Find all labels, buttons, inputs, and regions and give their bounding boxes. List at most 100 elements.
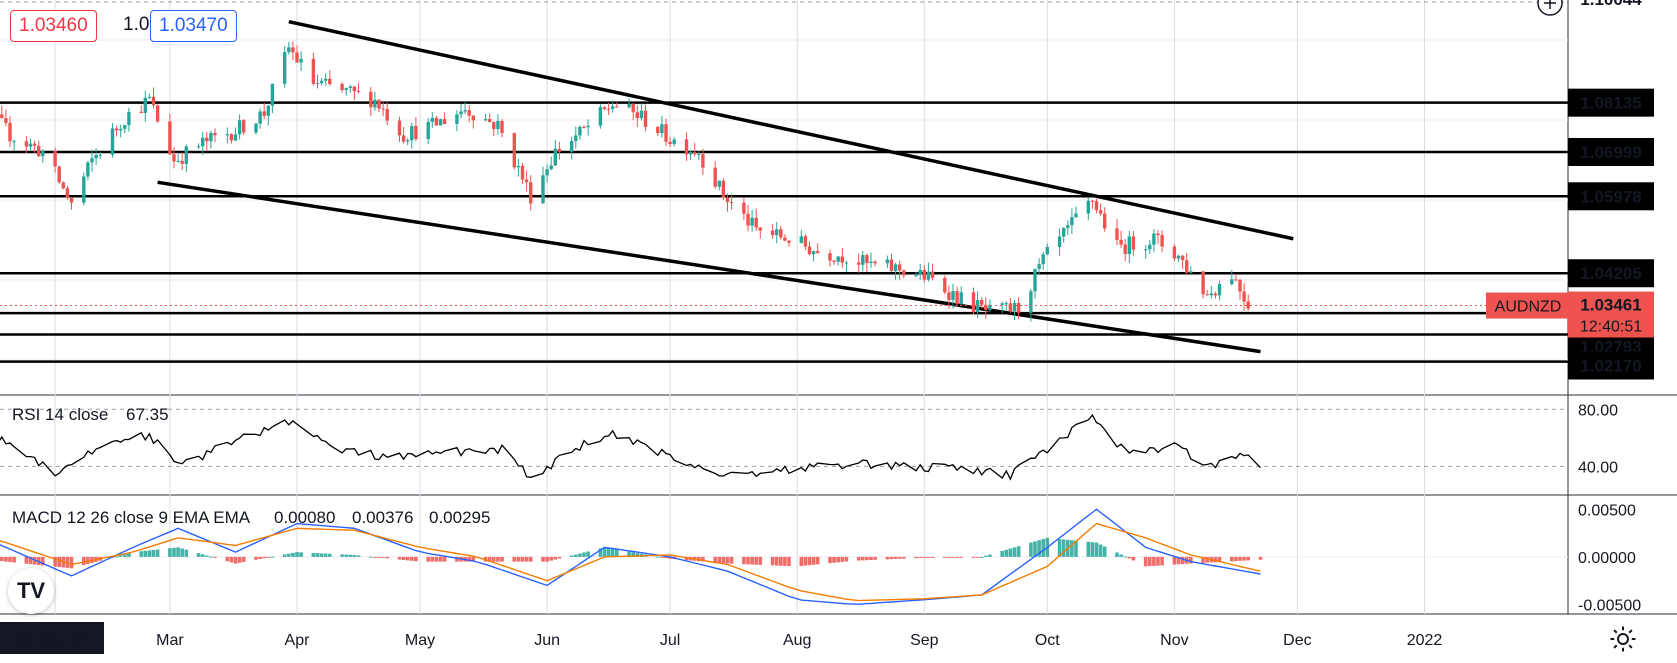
macd-histogram-bar [807,556,812,566]
time-axis-label: Mar [156,632,184,649]
candle-down [602,107,607,109]
bid-price-badge[interactable]: 1.03460 [10,10,97,42]
candle-up [627,103,631,108]
macd-histogram-bar [200,554,205,557]
candle-up [348,86,352,89]
macd-histogram-bar [606,548,611,557]
macd-histogram-bar [471,556,476,562]
candle-up [688,151,693,155]
macd-histogram-bar [811,556,816,565]
level-price-label-bg [1568,182,1654,211]
macd-histogram-bar [574,554,578,557]
candle-up [1189,271,1193,273]
candle-down [205,137,209,142]
candle-down [787,240,791,243]
trendline[interactable] [157,180,1261,354]
macd-histogram-bar [922,556,927,558]
macd-histogram-bar [241,556,246,563]
macd-histogram-bar [836,556,840,563]
macd-histogram-bar [897,556,902,559]
macd-histogram-bar [1074,540,1078,557]
candle-up [1176,255,1181,259]
candle-down [807,246,812,255]
candle-down [721,180,726,198]
candle-up [299,58,303,63]
candle-down [1160,235,1164,247]
candle-down [488,119,492,123]
candle-down [1201,271,1205,295]
macd-histogram-bar [635,553,640,557]
macd-histogram-bar [229,556,234,563]
gear-icon[interactable] [1608,624,1638,654]
macd-histogram-bar [586,551,590,557]
macd-histogram-bar [1098,544,1103,557]
macd-histogram-bar [926,556,931,558]
plus-sign [1544,0,1556,9]
candle-up [410,126,414,141]
time-axis-label: 2022 [1407,632,1443,649]
macd-histogram-bar [885,556,890,560]
time-axis-label: Nov [1160,632,1188,649]
candle-up [406,140,410,142]
macd-histogram-bar [258,556,262,559]
macd-histogram-bar [742,556,746,565]
macd-histogram-bar [385,556,389,559]
macd-histogram-bar [861,556,865,561]
macd-histogram-bar [1061,539,1066,557]
candle-down [898,264,902,271]
candle-up [209,133,213,142]
macd-histogram-bar [627,551,631,557]
macd-histogram-bar [1180,556,1185,565]
candle-up [98,154,102,156]
candle-down [69,197,74,203]
macd-histogram-bar [512,556,517,562]
candle-up [844,262,849,264]
macd-histogram-bar [32,556,37,565]
macd-histogram-bar [340,554,344,557]
candle-down [61,182,65,189]
candle-down [434,117,439,126]
candle-up [750,217,754,226]
macd-histogram-bar [0,556,4,562]
level-price-label-bg [1568,351,1654,380]
candle-up [496,120,500,130]
candle-up [717,180,721,187]
trendline[interactable] [288,19,1294,241]
level-price-label: 1.02170 [1580,356,1641,375]
macd-histogram-bar [955,556,959,558]
signal-line [0,522,1261,602]
candle-down [1103,213,1107,229]
candle-down [873,261,877,264]
candle-up [12,141,16,143]
time-axis-label: Aug [783,632,811,649]
candle-up [430,117,434,122]
macd-histogram-bar [770,556,775,566]
macd-histogram-bar [282,554,287,557]
candle-up [119,128,123,131]
candle-down [615,106,619,108]
macd-histogram-bar [1012,547,1017,557]
macd-histogram-bar [1016,546,1021,557]
macd-histogram-bar [1189,556,1193,564]
macd-histogram-bar [869,556,873,561]
macd-histogram-bar [1217,556,1222,562]
candle-down [1246,301,1250,309]
macd-histogram-bar [1213,556,1218,563]
candle-up [270,83,275,106]
candle-up [196,146,201,148]
candle-down [401,135,406,142]
candle-up [1086,200,1090,214]
candle-down [803,236,808,247]
candle-down [520,165,525,180]
current-price-label-bg [1568,291,1654,338]
ask-price-badge[interactable]: 1.03470 [150,10,237,42]
macd-histogram-bar [426,556,430,562]
macd-histogram-bar [209,556,213,558]
candle-up [1217,284,1222,296]
macd-histogram-bar [1234,556,1238,562]
macd-histogram-bar [233,556,238,564]
macd-histogram-bar [69,556,74,569]
candle-up [1148,244,1152,250]
candle-down [828,253,832,261]
